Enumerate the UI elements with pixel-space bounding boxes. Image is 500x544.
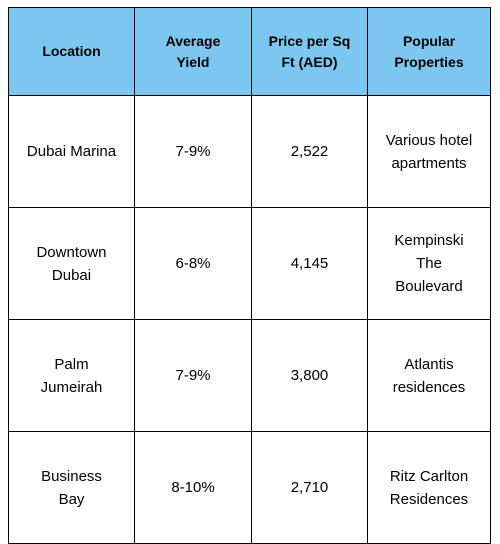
cell-price-per-sqft: 4,145 [251,207,368,320]
property-yield-table: Location Average Yield Price per Sq Ft (AE… [8,7,491,544]
cell-popular-properties: Ritz Carlton Residences [367,431,491,544]
table-row: Dubai Marina 7-9% 2,522 Various hotel apa… [8,95,491,208]
cell-popular-properties: Various hotel apartments [367,95,491,208]
cell-price-per-sqft: 3,800 [251,319,368,432]
cell-location: Downtown Dubai [8,207,135,320]
cell-average-yield: 8-10% [134,431,252,544]
cell-average-yield: 7-9% [134,319,252,432]
cell-popular-properties: Kempinski The Boulevard [367,207,491,320]
header-popular-properties: Popular Properties [367,7,491,96]
header-price-per-sqft: Price per Sq Ft (AED) [251,7,368,96]
header-average-yield: Average Yield [134,7,252,96]
cell-average-yield: 6-8% [134,207,252,320]
table-row: Palm Jumeirah 7-9% 3,800 Atlantis residenc… [8,319,491,432]
cell-popular-properties: Atlantis residences [367,319,491,432]
table-row: Downtown Dubai 6-8% 4,145 Kempinski The Bou… [8,207,491,320]
cell-location: Palm Jumeirah [8,319,135,432]
cell-location: Business Bay [8,431,135,544]
table-row: Business Bay 8-10% 2,710 Ritz Carlton Resi… [8,431,491,544]
header-location: Location [8,7,135,96]
cell-location: Dubai Marina [8,95,135,208]
cell-average-yield: 7-9% [134,95,252,208]
cell-price-per-sqft: 2,710 [251,431,368,544]
table-header-row: Location Average Yield Price per Sq Ft (AE… [8,7,491,96]
cell-price-per-sqft: 2,522 [251,95,368,208]
